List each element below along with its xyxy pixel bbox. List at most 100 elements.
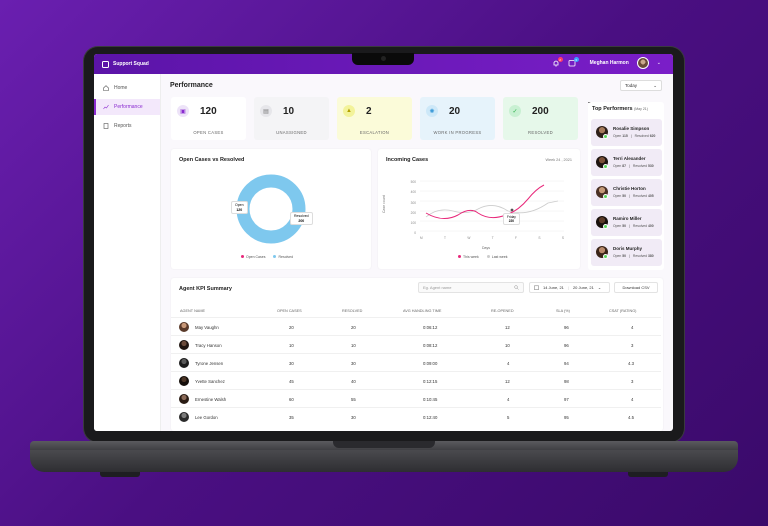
table-row[interactable]: Yvette Sanchez 45 40 0:12:15 12 98 3 (171, 371, 661, 389)
column-header[interactable]: AVG HANDLING TIME (403, 309, 442, 313)
column-header[interactable]: RESOLVED (342, 309, 363, 313)
open-cases: 60 (289, 397, 294, 402)
series-line-last-week[interactable] (425, 200, 559, 218)
x-tick: T (491, 236, 494, 240)
report-icon (103, 123, 109, 129)
kpi-card-work-in-progress[interactable]: ✺ 20 WORK IN PROGRESS (420, 97, 495, 140)
re-opened: 5 (507, 415, 510, 420)
performer-item[interactable]: Ramiro Miller Open 50 | Resolved 400 (591, 209, 662, 236)
table-row[interactable]: Ernestine Walsh 60 55 0:10:45 4 97 4 (171, 389, 661, 407)
resolved: 20 (351, 325, 356, 330)
re-opened: 12 (505, 325, 510, 330)
agent-name: May Vaughn (195, 325, 219, 330)
highlight-point[interactable] (510, 208, 514, 212)
donut-legend: Open Cases Resolved (241, 255, 293, 259)
date-range-picker[interactable]: 14 June, 21 | 20 June, 21 ⌄ (529, 282, 610, 293)
inbox-icon[interactable]: 3 (568, 57, 579, 67)
y-tick: 300 (410, 200, 416, 205)
performer-name: Doris Murphy (613, 246, 643, 251)
sidebar-item-home[interactable]: Home (94, 80, 160, 96)
performer-name: Ramiro Miller (613, 216, 642, 221)
column-header[interactable]: SLA (%) (556, 309, 570, 313)
y-tick: 0 (414, 231, 416, 236)
column-header[interactable]: CSAT (RATING) (609, 309, 637, 313)
open-cases: 10 (289, 343, 294, 348)
re-opened: 12 (505, 379, 510, 384)
column-header[interactable]: AGENT NAME (180, 309, 206, 313)
legend-item-resolved: Resolved (273, 255, 293, 259)
check-icon (603, 224, 608, 229)
performer-stats: Open 50 | Resolved 405 (613, 194, 654, 198)
avatar[interactable] (636, 57, 649, 69)
incoming-tooltip: Friday 220 (503, 213, 520, 225)
chevron-down-icon: ⌄ (597, 285, 602, 290)
camera (381, 56, 386, 61)
performer-item[interactable]: Rosalie Simpson Open 115 | Resolved 620 (591, 119, 662, 146)
tooltip-value: 220 (508, 219, 515, 223)
period-select[interactable]: Today ⌄ (620, 80, 662, 91)
tooltip-day: Friday (507, 215, 516, 219)
agent-name: Tracy Hanson (195, 343, 222, 348)
kpi-card-resolved[interactable]: ✓ 200 RESOLVED (503, 97, 578, 140)
calendar-icon (534, 285, 539, 290)
donut-card: Open Cases vs Resolved Open 120 Resolved… (171, 149, 371, 269)
chevron-down-icon: ⌄ (653, 82, 657, 88)
user-name[interactable]: Meghan Harmon (589, 60, 629, 66)
sidebar-item-performance[interactable]: Performance (94, 99, 160, 115)
performer-item[interactable]: Doris Murphy Open 50 | Resolved 380 (591, 239, 662, 266)
kpi-value: 2 (366, 106, 372, 117)
table-row[interactable]: Lee Gordon 35 30 0:12:40 5 95 4.5 (171, 407, 661, 425)
table-row[interactable]: Tracy Hanson 10 10 0:08:12 10 96 3 (171, 335, 661, 353)
performer-stats: Open 50 | Resolved 380 (613, 254, 654, 258)
bell-icon[interactable]: 2 (552, 57, 563, 67)
csat: 4 (631, 397, 634, 402)
sidebar-item-label: Home (114, 85, 128, 91)
column-header[interactable]: OPEN CASES (277, 309, 302, 313)
agent-search-input[interactable]: Eg. Agent name (418, 282, 524, 293)
chart-line-icon (103, 104, 109, 110)
kpi-value: 10 (283, 106, 295, 117)
kpi-card-open-cases[interactable]: ▣ 120 OPEN CASES (171, 97, 246, 140)
open-cases: 20 (289, 325, 294, 330)
resolved: 10 (351, 343, 356, 348)
kpi-card-unassigned[interactable]: ▤ 10 UNASSIGNED (254, 97, 329, 140)
performer-item[interactable]: Terri Alexander Open 87 | Resolved 530 (591, 149, 662, 176)
sidebar-item-reports[interactable]: Reports (94, 118, 160, 134)
top-right-controls: 2 3 Meghan Harmon ⌄ (552, 57, 661, 69)
open-cases: 35 (289, 415, 294, 420)
csat: 3 (631, 343, 634, 348)
chevron-down-icon[interactable]: ⌄ (656, 60, 661, 66)
y-tick: 400 (410, 190, 416, 195)
y-tick: 200 (410, 210, 416, 215)
donut-open-label: Open (235, 203, 244, 207)
incoming-xlabel: Days (482, 246, 490, 250)
column-header[interactable]: RE-OPENED (491, 309, 514, 313)
avatar (179, 340, 189, 350)
agent-name: Yvette Sanchez (195, 379, 225, 384)
incoming-legend: This week Last week (458, 255, 508, 259)
page-title: Performance (170, 82, 213, 89)
re-opened: 4 (507, 361, 510, 366)
performer-stats: Open 50 | Resolved 400 (613, 224, 654, 228)
progress-icon: ✺ (426, 105, 438, 117)
date-to: 20 June, 21 (572, 285, 594, 290)
kpi-label: WORK IN PROGRESS (433, 130, 482, 135)
table-row[interactable]: May Vaughn 20 20 0:06:12 12 96 4 (171, 317, 661, 335)
donut-open-tooltip: Open 120 (231, 201, 248, 214)
avg-handling-time: 0:06:12 (423, 325, 438, 330)
re-opened: 10 (505, 343, 510, 348)
performer-item[interactable]: Christie Horton Open 50 | Resolved 405 (591, 179, 662, 206)
donut-slice-resolved[interactable] (236, 174, 306, 244)
kpi-card-escalation[interactable]: ▲ 2 ESCALATION (337, 97, 412, 140)
sla: 94 (564, 361, 569, 366)
sla: 96 (564, 325, 569, 330)
check-circle-icon: ✓ (509, 105, 521, 117)
download-csv-button[interactable]: Download CSV (614, 282, 658, 293)
brand[interactable]: Support Squad (102, 60, 149, 68)
table-row[interactable]: Tyrone Jensen 30 30 0:09:00 4 94 4.3 (171, 353, 661, 371)
csat: 4 (631, 325, 634, 330)
open-cases: 45 (289, 379, 294, 384)
y-tick: 500 (410, 180, 416, 184)
resolved: 55 (351, 397, 356, 402)
series-line-this-week[interactable] (425, 184, 545, 219)
